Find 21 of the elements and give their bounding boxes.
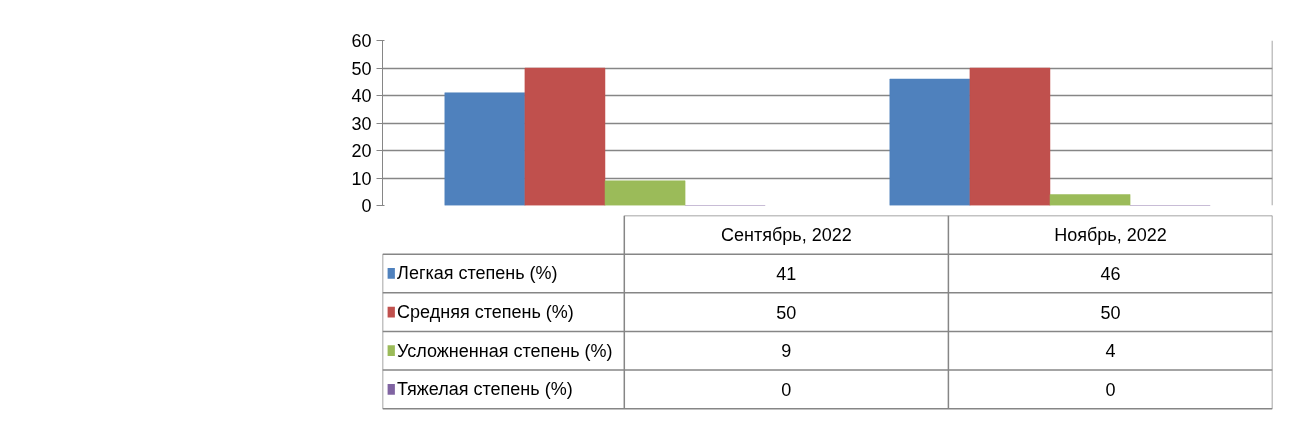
y-tick-label: 30 xyxy=(351,113,372,134)
data-label: 46 xyxy=(1100,263,1121,284)
data-label: 9 xyxy=(781,341,792,362)
x-tick-label: Сентябрь, 2022 xyxy=(721,224,852,245)
legend-label: Легкая степень (%) xyxy=(397,263,558,284)
data-label: 50 xyxy=(776,302,797,323)
x-tick-label: Ноябрь, 2022 xyxy=(1054,224,1167,245)
y-tick-label: 0 xyxy=(361,196,372,216)
legend-label: Средняя степень (%) xyxy=(397,302,574,323)
y-tick-label: 60 xyxy=(351,31,372,51)
y-tick-label: 10 xyxy=(351,168,372,189)
legend-label: Усложненная степень (%) xyxy=(397,340,613,361)
data-label: 0 xyxy=(781,379,792,400)
y-tick-label: 50 xyxy=(351,58,372,79)
y-tick-label: 40 xyxy=(351,86,372,106)
data-label: 0 xyxy=(1105,379,1116,400)
data-label: 50 xyxy=(1100,302,1121,323)
data-label: 4 xyxy=(1105,341,1116,362)
y-tick-label: 20 xyxy=(351,141,372,161)
data-label: 41 xyxy=(776,263,797,284)
legend-label: Тяжелая степень (%) xyxy=(397,379,573,400)
